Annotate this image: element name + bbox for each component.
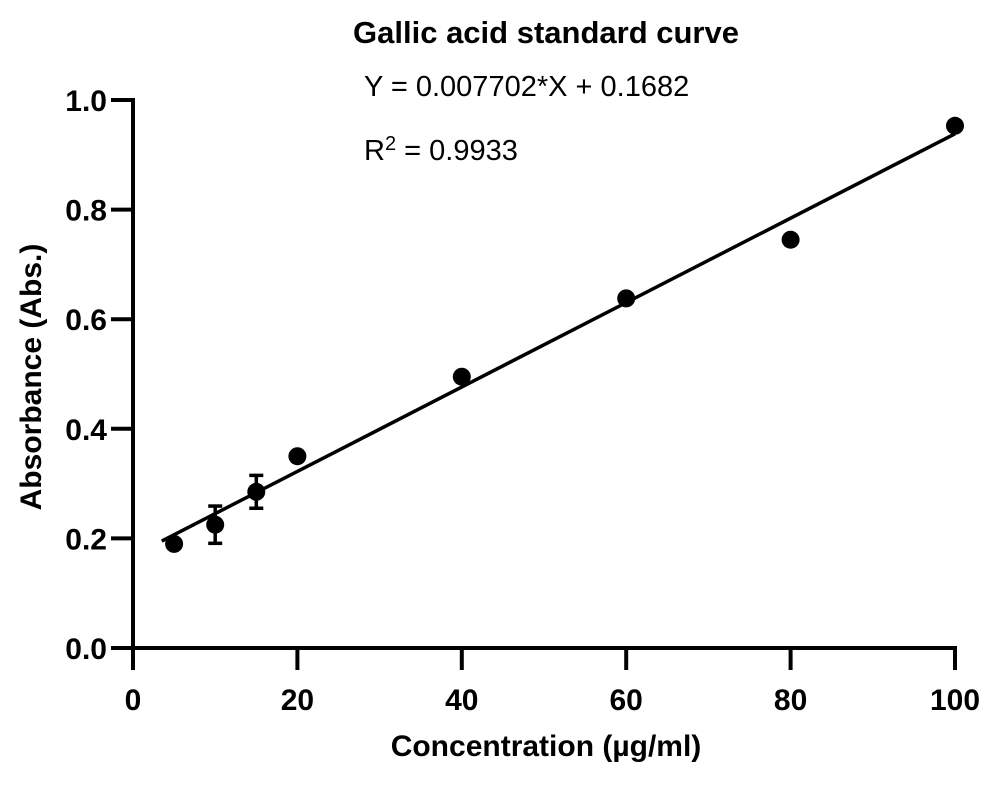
r-squared-label: R2 = 0.9933 — [364, 134, 518, 167]
fit-line — [160, 132, 956, 543]
y-tick-label: 0.8 — [65, 195, 107, 228]
data-point — [165, 534, 184, 553]
data-point — [206, 515, 225, 534]
data-point — [946, 116, 964, 135]
r-squared-base: R — [364, 135, 385, 167]
y-tick-label: 0.4 — [65, 414, 107, 447]
y-tick-label: 0.6 — [65, 304, 107, 337]
r-squared-exponent: 2 — [384, 133, 397, 155]
data-point — [452, 367, 471, 386]
data-point — [247, 482, 266, 501]
y-axis-title: Absorbance (Abs.) — [15, 243, 48, 511]
fit-equation-label: Y = 0.007702*X + 0.1682 — [364, 71, 690, 103]
x-tick-label: 60 — [610, 684, 643, 717]
chart-title: Gallic acid standard curve — [353, 15, 739, 50]
r-squared-value: = 0.9933 — [396, 135, 518, 167]
x-tick-label: 20 — [281, 684, 314, 717]
x-tick-label: 0 — [125, 684, 142, 717]
y-tick-label: 0.0 — [65, 633, 107, 666]
x-tick-label: 80 — [774, 684, 807, 717]
x-tick-label: 40 — [445, 684, 478, 717]
data-point — [617, 289, 636, 308]
data-point — [781, 230, 800, 249]
x-axis-title: Concentration (µg/ml) — [390, 730, 702, 763]
data-point — [288, 447, 307, 466]
y-tick-label: 0.2 — [65, 523, 107, 556]
x-tick-label: 100 — [930, 684, 980, 717]
y-tick-label: 1.0 — [65, 85, 107, 118]
